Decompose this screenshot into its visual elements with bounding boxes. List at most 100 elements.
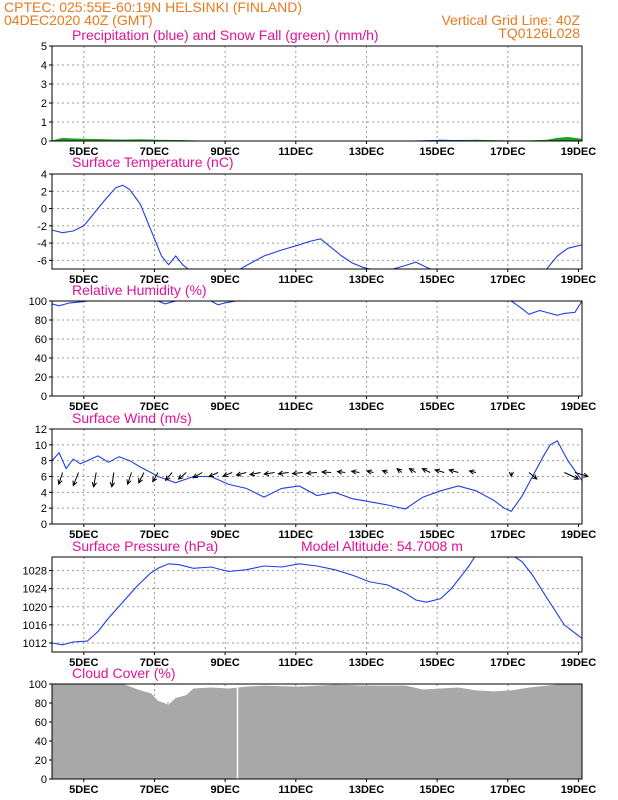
cloud-xtick-label-1: 7DEC [140, 784, 169, 796]
pressure-xtick-label-7: 19DEC [561, 657, 597, 669]
wind-arrow-26 [434, 468, 445, 474]
precip-series-0-seg-31 [567, 136, 582, 141]
temp-xtick-label-3: 11DEC [278, 274, 313, 286]
rh-xtick-label-4: 13DEC [349, 401, 385, 413]
wind-arrow-5 [138, 472, 145, 484]
wind-arrow-31 [564, 472, 580, 480]
precip-plot-area [52, 136, 582, 141]
cloud-panel: 0 20 40 60 80 100 5DEC 7DEC 9DEC 11DEC 13DEC 15DEC 1… [29, 679, 597, 796]
precip-xtick-label-5: 15DEC [419, 146, 455, 158]
wind-ytick-label-3: 6 [41, 472, 47, 484]
precip-ytick-label-1: 1 [41, 117, 47, 129]
precip-xtick-label-0: 5DEC [69, 146, 98, 158]
wind-arrow-10 [207, 472, 219, 478]
rh-frame [51, 300, 583, 397]
pressure-frame [51, 556, 583, 653]
wind-arrow-18 [320, 469, 332, 475]
wind-title: Surface Wind (m/s) [72, 410, 192, 426]
precip-xtick-label-7: 19DEC [561, 146, 597, 158]
cloud-ytick-label-3: 60 [35, 717, 47, 729]
cloud-series-0-seg-13 [263, 685, 300, 779]
wind-arrow-17 [305, 470, 318, 476]
temp-xtick-label-0: 5DEC [69, 274, 98, 286]
wind-arrow-21 [365, 469, 374, 475]
cloud-series-0-seg-23 [511, 687, 530, 779]
cloud-xtick-label-6: 17DEC [490, 784, 526, 796]
cloud-ytick-label-1: 20 [35, 755, 47, 767]
temp-ytick-label-2: -2 [37, 221, 47, 233]
wind-arrow-16 [291, 470, 303, 476]
cloud-series-0-seg-20 [458, 687, 477, 779]
cloud-xtick-label-3: 11DEC [278, 784, 313, 796]
wind-xtick-label-7: 19DEC [561, 529, 597, 541]
cloud-series-0-seg-26 [564, 684, 582, 779]
cloud-series-0-seg-2 [122, 684, 141, 779]
pressure-xtick-label-1: 7DEC [140, 657, 169, 669]
wind-arrow-0 [57, 472, 64, 486]
pressure-ytick-label-2: 1020 [23, 602, 47, 614]
wind-xtick-label-4: 13DEC [349, 529, 385, 541]
temp-ytick-label-3: 0 [41, 204, 47, 216]
wind-arrow-14 [263, 470, 275, 477]
precip-frame [51, 45, 583, 142]
pressure-xtick-label-3: 11DEC [278, 657, 313, 669]
cloud-series-0-seg-25 [546, 684, 565, 779]
wind-arrow-23 [396, 467, 403, 474]
pressure-ytick-label-0: 1012 [23, 638, 47, 650]
wind-arrow-22 [381, 469, 388, 475]
rh-ytick-label-4: 80 [35, 315, 47, 327]
wind-ytick-label-0: 0 [41, 519, 47, 531]
precip-xtick-label-4: 13DEC [349, 146, 385, 158]
wind-plot-area [52, 440, 582, 512]
cloud-series-0-seg-24 [528, 685, 547, 779]
run-date: 04DEC2020 40Z (GMT) [4, 12, 153, 28]
wind-arrow-15 [277, 470, 289, 476]
cloud-series-0-seg-1 [87, 684, 123, 779]
cloud-series-0-seg-21 [475, 690, 494, 779]
pressure-title: Surface Pressure (hPa) [72, 538, 218, 554]
pressure-ytick-label-3: 1024 [23, 584, 47, 596]
temp-xtick-label-6: 17DEC [490, 274, 526, 286]
temp-xtick-label-7: 19DEC [561, 274, 597, 286]
temp-panel: -6 -4 -2 0 2 4 5DEC 7DEC 9DEC 11DEC 13DEC 15DEC 17DE… [37, 169, 596, 286]
wind-arrow-13 [248, 471, 261, 477]
cloud-title: Cloud Cover (%) [72, 665, 175, 681]
wind-ytick-label-6: 12 [35, 424, 47, 436]
precip-xtick-label-1: 7DEC [140, 146, 169, 158]
wind-xtick-label-2: 9DEC [210, 529, 239, 541]
pressure-xtick-label-5: 15DEC [419, 657, 455, 669]
cloud-series-0-seg-14 [299, 684, 335, 779]
pressure-ytick-label-1: 1016 [23, 620, 47, 632]
cloud-xtick-label-2: 9DEC [210, 784, 239, 796]
cloud-xtick-label-0: 5DEC [69, 784, 98, 796]
wind-arrow-19 [336, 469, 346, 475]
rh-title: Relative Humidity (%) [72, 282, 207, 298]
station-header: CPTEC: 025:55E-60:19N HELSINKI (FINLAND) [4, 0, 302, 15]
pressure-xtick-label-2: 9DEC [210, 657, 239, 669]
wind-panel: 0 2 4 6 8 10 12 5DEC 7DEC 9DEC 11DEC 13DEC 15DEC 17DE… [35, 424, 596, 541]
wind-arrow-2 [91, 472, 97, 488]
wind-arrow-1 [72, 472, 79, 487]
rh-ytick-label-1: 20 [35, 372, 47, 384]
wind-arrow-7 [164, 472, 173, 482]
cloud-series-0-seg-4 [150, 692, 159, 779]
wind-arrow-11 [222, 472, 233, 477]
wind-arrow-27 [448, 468, 459, 474]
cloud-series-0-seg-5 [157, 700, 169, 779]
pressure-xtick-label-4: 13DEC [349, 657, 385, 669]
rh-xtick-label-5: 15DEC [419, 401, 455, 413]
wind-arrow-30 [528, 472, 538, 480]
temp-xtick-label-2: 9DEC [210, 274, 239, 286]
wind-xtick-label-3: 11DEC [278, 529, 313, 541]
wind-arrow-20 [350, 469, 360, 475]
cloud-plot-area [52, 684, 582, 779]
temp-xtick-label-1: 7DEC [140, 274, 169, 286]
temp-plot-area [52, 184, 582, 269]
rh-plot-area [52, 301, 582, 316]
pressure-ytick-label-4: 1028 [23, 566, 47, 578]
cloud-series-0-seg-22 [493, 690, 512, 779]
wind-arrow-24 [408, 467, 417, 474]
wind-arrow-25 [421, 468, 431, 473]
rh-ytick-label-2: 40 [35, 353, 47, 365]
